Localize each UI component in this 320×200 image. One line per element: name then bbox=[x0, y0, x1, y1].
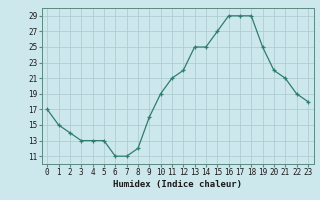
X-axis label: Humidex (Indice chaleur): Humidex (Indice chaleur) bbox=[113, 180, 242, 189]
